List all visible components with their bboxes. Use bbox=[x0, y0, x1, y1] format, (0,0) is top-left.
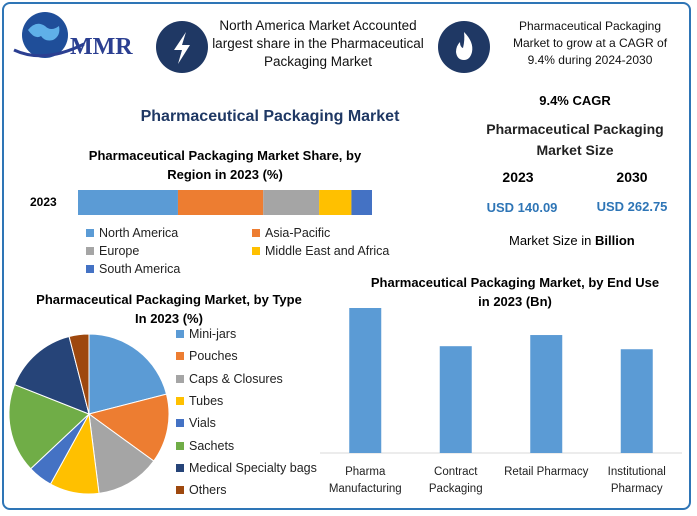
bar-segment bbox=[351, 190, 372, 215]
bar bbox=[349, 308, 382, 453]
legend-label: Europe bbox=[99, 244, 140, 258]
bar bbox=[620, 349, 653, 453]
legend-swatch bbox=[176, 441, 184, 450]
legend-label: South America bbox=[99, 262, 181, 276]
cagr: 9.4% CAGR bbox=[539, 93, 611, 108]
size-note: Market Size in Billion bbox=[509, 233, 635, 248]
bar-segment bbox=[319, 190, 352, 215]
legend-item: Middle East and Africa bbox=[252, 244, 389, 258]
amount: USD 262.75 bbox=[596, 199, 668, 214]
legend-item: Others bbox=[176, 483, 227, 497]
pie-slice bbox=[88, 412, 155, 494]
legend-item: Medical Specialty bags bbox=[176, 461, 317, 475]
legend-item: Caps & Closures bbox=[176, 372, 283, 386]
legend-item: Europe bbox=[86, 244, 139, 258]
legend-label: Pouches bbox=[189, 349, 238, 364]
pie-slice bbox=[88, 333, 168, 415]
legend-label: Medical Specialty bags bbox=[189, 460, 317, 475]
chart-title: Pharmaceutical Packaging Market, by Type… bbox=[36, 292, 302, 326]
size-title: Pharmaceutical Packaging Market Size bbox=[486, 121, 664, 158]
legend-item: Sachets bbox=[176, 439, 234, 453]
legend-item: South America bbox=[86, 262, 180, 276]
icon-bolt bbox=[156, 21, 208, 73]
legend-swatch bbox=[176, 396, 184, 405]
x-tick-label: Retail Pharmacy bbox=[504, 466, 589, 478]
legend-label: Tubes bbox=[189, 393, 224, 408]
year: 2023 bbox=[502, 169, 534, 185]
pie-slice bbox=[8, 383, 90, 470]
legend-label: Middle East and Africa bbox=[265, 244, 390, 258]
legend-swatch bbox=[86, 247, 94, 255]
bar-segment bbox=[263, 190, 320, 215]
legend-label: Mini-jars bbox=[189, 327, 237, 341]
legend-item: Pouches bbox=[176, 349, 238, 363]
main-title: Pharmaceutical Packaging Market bbox=[140, 108, 400, 125]
info-right: Pharmaceutical Packaging Market to grow … bbox=[512, 19, 668, 67]
legend-label: Caps & Closures bbox=[189, 371, 283, 386]
pie-slice bbox=[68, 333, 90, 415]
frame bbox=[2, 2, 691, 510]
legend-swatch bbox=[252, 247, 260, 255]
chart-title: Pharmaceutical Packaging Market Share, b… bbox=[88, 148, 362, 182]
pie-slice bbox=[13, 335, 90, 415]
legend-item: Asia-Pacific bbox=[252, 226, 330, 240]
legend-swatch bbox=[176, 330, 184, 338]
legend-item: North America bbox=[86, 226, 178, 240]
note-unit: Billion bbox=[595, 233, 635, 248]
legend-swatch bbox=[176, 352, 184, 361]
year: 2030 bbox=[616, 169, 648, 185]
x-tick-label: Contract Packaging bbox=[428, 466, 483, 495]
pie-slice bbox=[87, 393, 170, 462]
bar-segment bbox=[177, 190, 264, 215]
legend-swatch bbox=[252, 229, 260, 237]
x-tick-label: Pharma Manufacturing bbox=[328, 466, 402, 495]
legend-label: North America bbox=[99, 226, 179, 240]
logo-text: MMR bbox=[70, 34, 133, 60]
bar-segment bbox=[78, 190, 178, 215]
legend-swatch bbox=[86, 265, 94, 273]
bar bbox=[530, 335, 563, 453]
x-tick-label: Institutional Pharmacy bbox=[607, 466, 666, 495]
legend-swatch bbox=[176, 374, 184, 383]
legend-item: Vials bbox=[176, 416, 216, 430]
amount: USD 140.09 bbox=[486, 200, 558, 215]
legend-label: Others bbox=[189, 483, 227, 498]
legend-swatch bbox=[176, 486, 184, 495]
legend-item: Mini-jars bbox=[176, 327, 236, 341]
icon-flame bbox=[438, 21, 490, 73]
bar bbox=[439, 346, 472, 453]
note-text: Market Size in bbox=[509, 233, 592, 248]
logo bbox=[13, 12, 85, 58]
legend-label: Asia-Pacific bbox=[265, 226, 331, 240]
legend-label: Sachets bbox=[189, 438, 235, 453]
info-left: North America Market Accounted largest s… bbox=[212, 18, 424, 69]
legend-swatch bbox=[86, 229, 94, 237]
legend-swatch bbox=[176, 419, 184, 428]
category-label: 2023 bbox=[30, 195, 57, 209]
legend-label: Vials bbox=[189, 416, 216, 431]
legend-item: Tubes bbox=[176, 394, 223, 408]
chart-title: Pharmaceutical Packaging Market, by End … bbox=[370, 275, 660, 309]
legend-swatch bbox=[176, 463, 184, 472]
